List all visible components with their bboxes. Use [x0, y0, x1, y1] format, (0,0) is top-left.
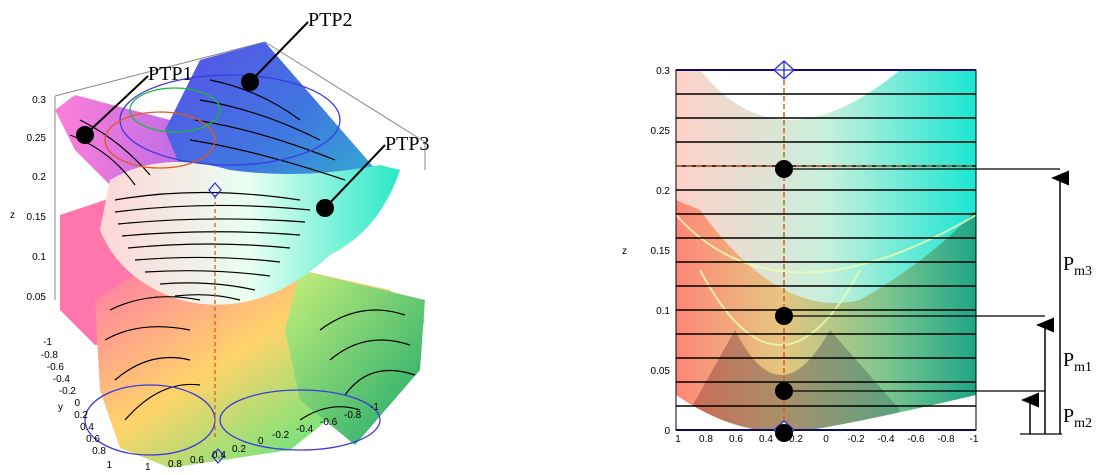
left-z-tick: 0.3 [32, 95, 46, 106]
ptp1-label: PTP1 [148, 63, 192, 85]
left-z-tick: 0.25 [27, 133, 47, 144]
left-y-tick: -0.2 [59, 386, 77, 397]
right-x-tick: 0.6 [729, 434, 743, 445]
left-y-tick: 0.2 [74, 410, 88, 421]
right-z-ticks: 0.3 0.25 0.2 0.15 0.1 0.05 0 [651, 66, 671, 437]
left-y-tick: -0.8 [41, 350, 59, 361]
right-plot-frame [675, 69, 977, 431]
right-z-tick: 0.3 [656, 66, 670, 77]
right-bottom-white-right [810, 395, 976, 430]
pm3-label: Pm3 [1063, 253, 1092, 279]
left-x-tick: -0.8 [344, 410, 362, 421]
pm2-label: Pm2 [1063, 405, 1092, 431]
left-x-tick: -0.2 [272, 430, 290, 441]
left-z-tick: 0.1 [32, 252, 46, 263]
right-2d-plot: 0.3 0.25 0.2 0.15 0.1 0.05 0 z 1 0.8 0.6… [622, 60, 1092, 445]
left-z-tick: 0.2 [32, 172, 46, 183]
diamond-marker-bottom [211, 448, 225, 464]
left-3d-plot: 0.3 0.25 0.2 0.15 0.1 0.05 z -1 -0.8 -0.… [10, 9, 429, 473]
right-z-tick: 0 [664, 426, 670, 437]
left-x-tick: -0.4 [296, 424, 314, 435]
diamond-marker-top [773, 60, 795, 80]
left-x-ticks: 1 0.8 0.6 0.4 0.2 0 -0.2 -0.4 -0.6 -0.8 … [145, 402, 379, 473]
right-x-tick: -0.6 [907, 434, 925, 445]
left-y-tick: 0.6 [86, 434, 100, 445]
right-light-curves [675, 214, 977, 346]
left-y-tick: 0 [74, 398, 80, 409]
diamond-marker-top [208, 182, 222, 198]
contour-lines [69, 79, 416, 421]
right-point-origin [775, 424, 793, 442]
left-z-axis-label: z [10, 210, 15, 221]
right-x-tick: 0.4 [759, 434, 773, 445]
right-x-tick: 0 [823, 434, 829, 445]
right-z-tick: 0.2 [656, 186, 670, 197]
right-z-tick: 0.25 [651, 126, 671, 137]
left-y-tick: -0.6 [47, 362, 65, 373]
left-x-tick: 0 [258, 436, 264, 447]
right-x-tick: 0.8 [699, 434, 713, 445]
left-x-tick: 0.2 [232, 444, 246, 455]
left-y-axis-label: y [58, 402, 63, 413]
right-z-tick: 0.05 [651, 366, 671, 377]
surface-green-wing [285, 270, 425, 445]
left-y-tick: -0.4 [53, 374, 71, 385]
right-z-tick: 0.1 [656, 306, 670, 317]
left-x-tick: -1 [370, 402, 379, 413]
right-x-ticks: 1 0.8 0.6 0.4 0.2 0 -0.2 -0.4 -0.6 -0.8 … [675, 434, 979, 445]
right-x-tick: -0.2 [847, 434, 865, 445]
right-z-tick: 0.15 [651, 246, 671, 257]
left-y-tick: 0.8 [92, 446, 106, 457]
left-x-tick: -0.6 [320, 417, 338, 428]
pm-leader-lines [784, 168, 1062, 435]
right-dark-cone [680, 330, 900, 430]
right-x-tick: 0.2 [789, 434, 803, 445]
left-x-tick: 0.8 [168, 459, 182, 470]
ptp2-label: PTP2 [308, 9, 352, 31]
left-x-tick: 0.6 [190, 455, 204, 466]
right-z-axis-label: z [622, 246, 627, 257]
right-x-tick: -0.4 [877, 434, 895, 445]
left-z-ticks: 0.3 0.25 0.2 0.15 0.1 0.05 [27, 95, 47, 303]
ptp2-point [241, 73, 259, 91]
pm-arrows [1021, 170, 1069, 434]
left-z-tick: 0.05 [27, 292, 47, 303]
right-x-tick: -0.8 [937, 434, 955, 445]
left-y-ticks: -1 -0.8 -0.6 -0.4 -0.2 0 0.2 0.4 0.6 0.8… [41, 337, 113, 471]
left-x-tick: 1 [145, 462, 151, 473]
left-y-tick: -1 [43, 337, 52, 348]
right-bottom-white-left [676, 395, 760, 430]
ptp3-point [316, 199, 334, 217]
ptp3-label: PTP3 [385, 133, 429, 155]
callout-leaders [84, 21, 386, 209]
right-x-tick: 1 [675, 434, 681, 445]
ptp1-point [76, 126, 94, 144]
surface-bowl [100, 162, 400, 305]
right-top-arc [700, 70, 900, 120]
right-x-tick: -1 [970, 434, 979, 445]
left-x-tick: 0.4 [212, 450, 226, 461]
left-y-tick: 1 [106, 460, 112, 471]
bounding-box [54, 41, 426, 300]
pm1-label: Pm1 [1063, 349, 1092, 375]
left-z-tick: 0.15 [27, 212, 47, 223]
left-y-tick: 0.4 [80, 422, 94, 433]
